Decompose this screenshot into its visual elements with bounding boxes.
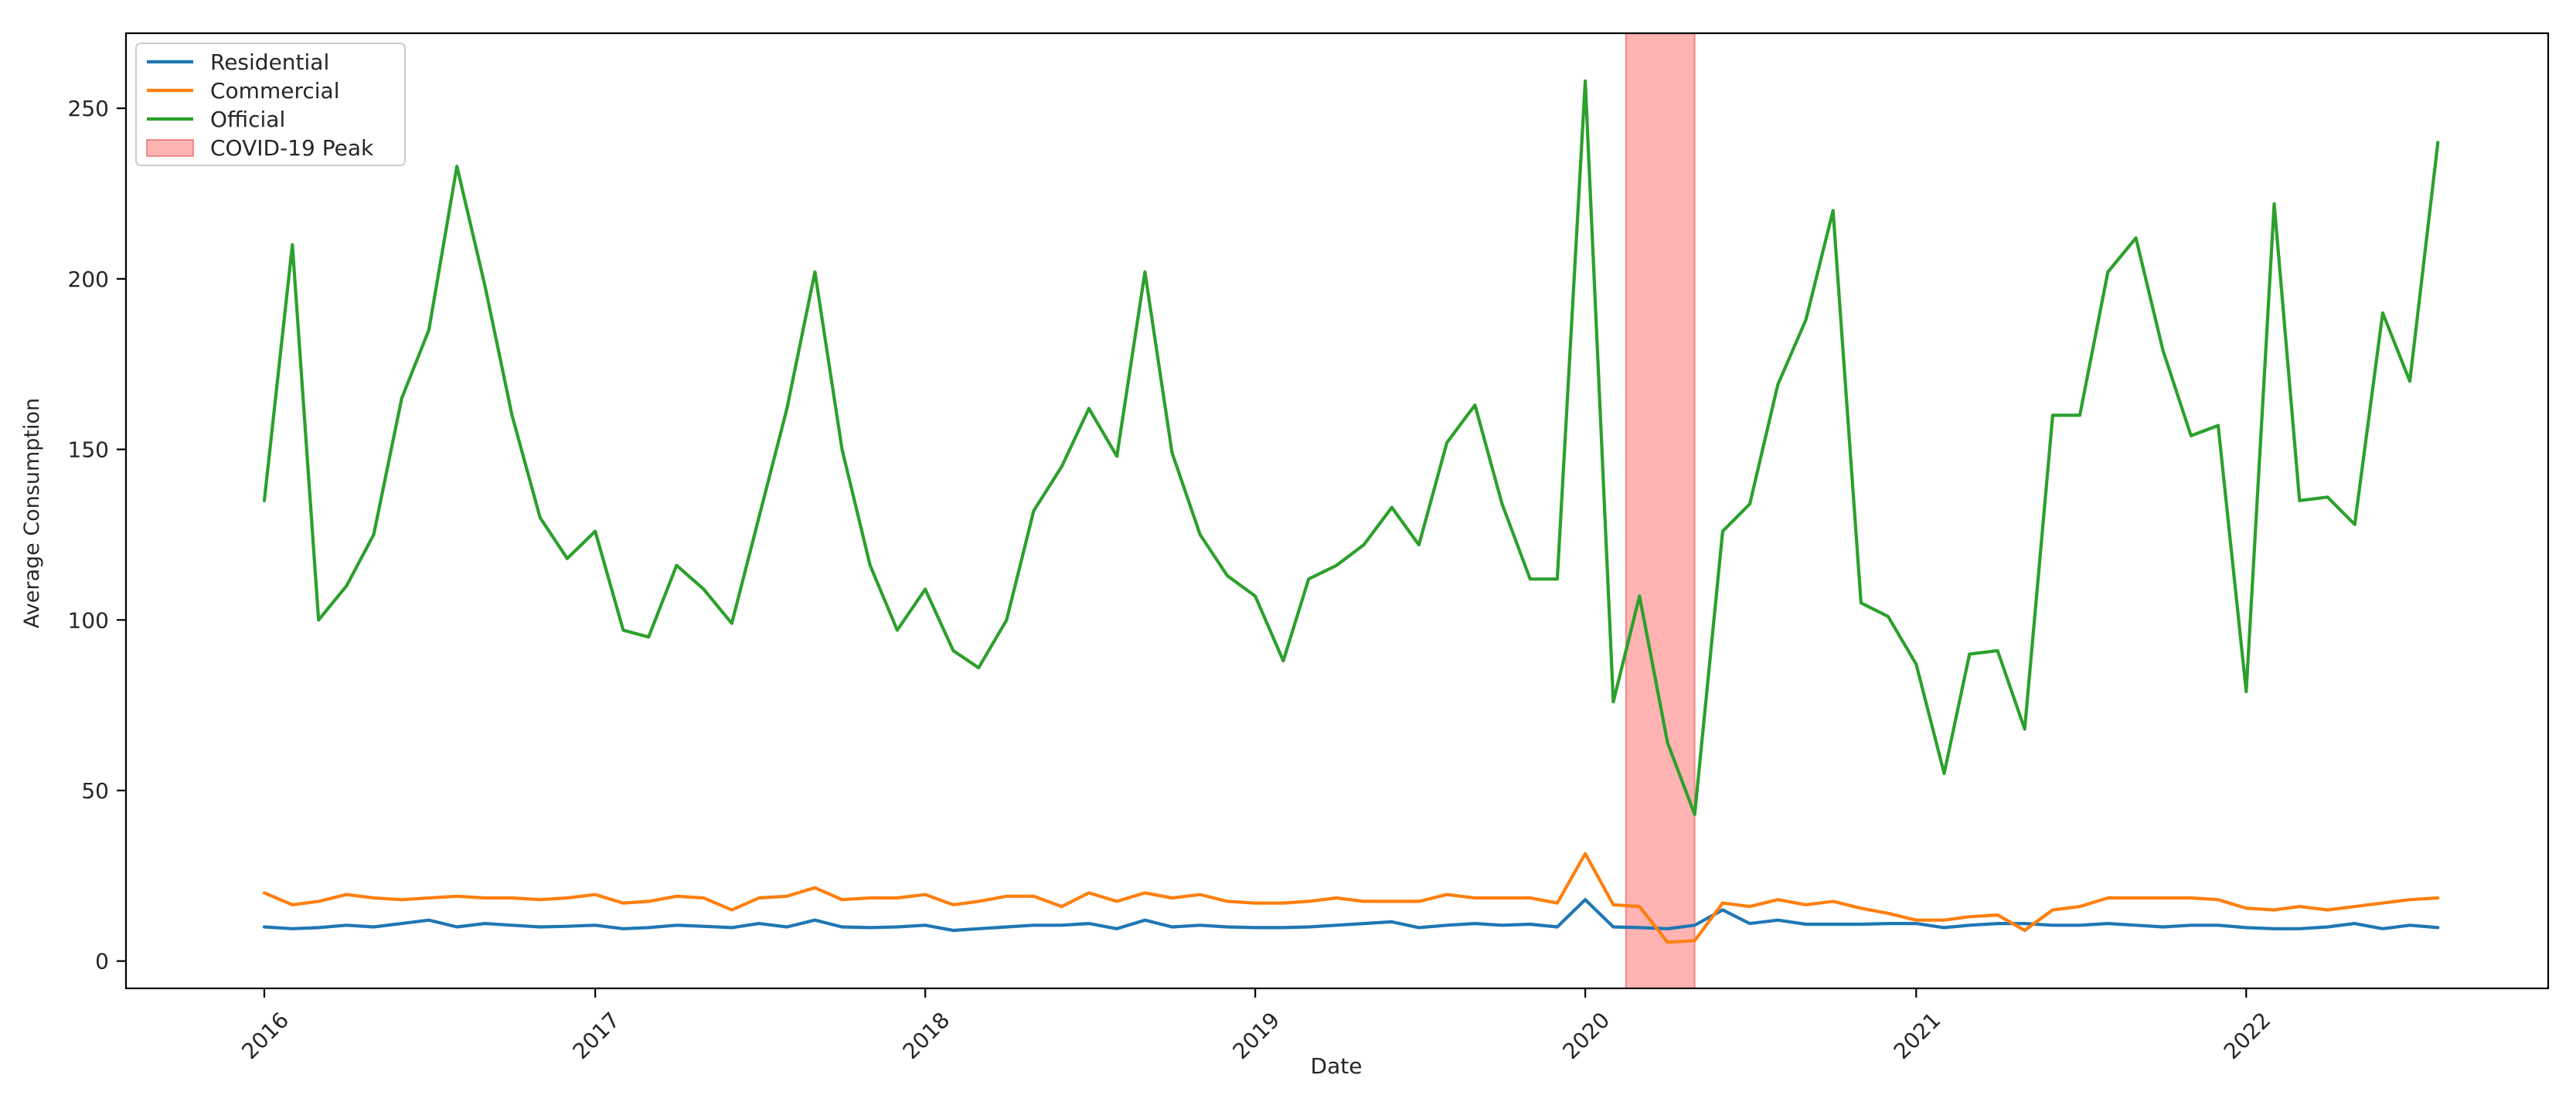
legend: Residential Commercial Official COVID-19 Pe… bbox=[135, 43, 406, 166]
highlight-layer bbox=[1625, 32, 1696, 989]
y-tick-label: 250 bbox=[68, 96, 109, 121]
series-layer bbox=[262, 79, 2440, 944]
axes: 0 50 100 150 200 250 2016 2017 2018 2019 2020 2021 2… bbox=[68, 32, 2550, 1064]
y-tick-label: 200 bbox=[68, 267, 109, 292]
x-tick-label: 2017 bbox=[568, 1007, 625, 1064]
y-tick-label: 50 bbox=[81, 778, 109, 804]
x-tick-label: 2020 bbox=[1558, 1007, 1615, 1064]
series-line-commercial bbox=[262, 852, 2440, 944]
legend-label-residential: Residential bbox=[210, 49, 329, 75]
covid-peak-span bbox=[1625, 32, 1696, 989]
y-tick-label: 150 bbox=[68, 437, 109, 463]
x-tick-label: 2018 bbox=[898, 1007, 955, 1064]
series-line-official bbox=[262, 79, 2440, 817]
x-tick-label: 2016 bbox=[237, 1007, 294, 1064]
legend-label-commercial: Commercial bbox=[210, 78, 339, 104]
axis-labels: Date Average Consumption bbox=[20, 398, 1362, 1079]
legend-label-covid-19-peak: COVID-19 Peak bbox=[210, 135, 374, 161]
y-tick-label: 0 bbox=[95, 949, 109, 974]
y-tick-label: 100 bbox=[68, 607, 109, 633]
plot-frame bbox=[124, 32, 2550, 990]
x-tick-label: 2022 bbox=[2219, 1007, 2276, 1064]
x-tick-label: 2021 bbox=[1889, 1007, 1946, 1064]
legend-box bbox=[135, 43, 406, 166]
series-line-residential bbox=[262, 898, 2440, 933]
legend-label-official: Official bbox=[210, 107, 285, 132]
x-axis-label: Date bbox=[1311, 1053, 1363, 1079]
x-tick-label: 2019 bbox=[1228, 1007, 1285, 1064]
y-axis-label: Average Consumption bbox=[20, 398, 44, 628]
legend-swatch-covid-19-peak bbox=[146, 139, 194, 157]
